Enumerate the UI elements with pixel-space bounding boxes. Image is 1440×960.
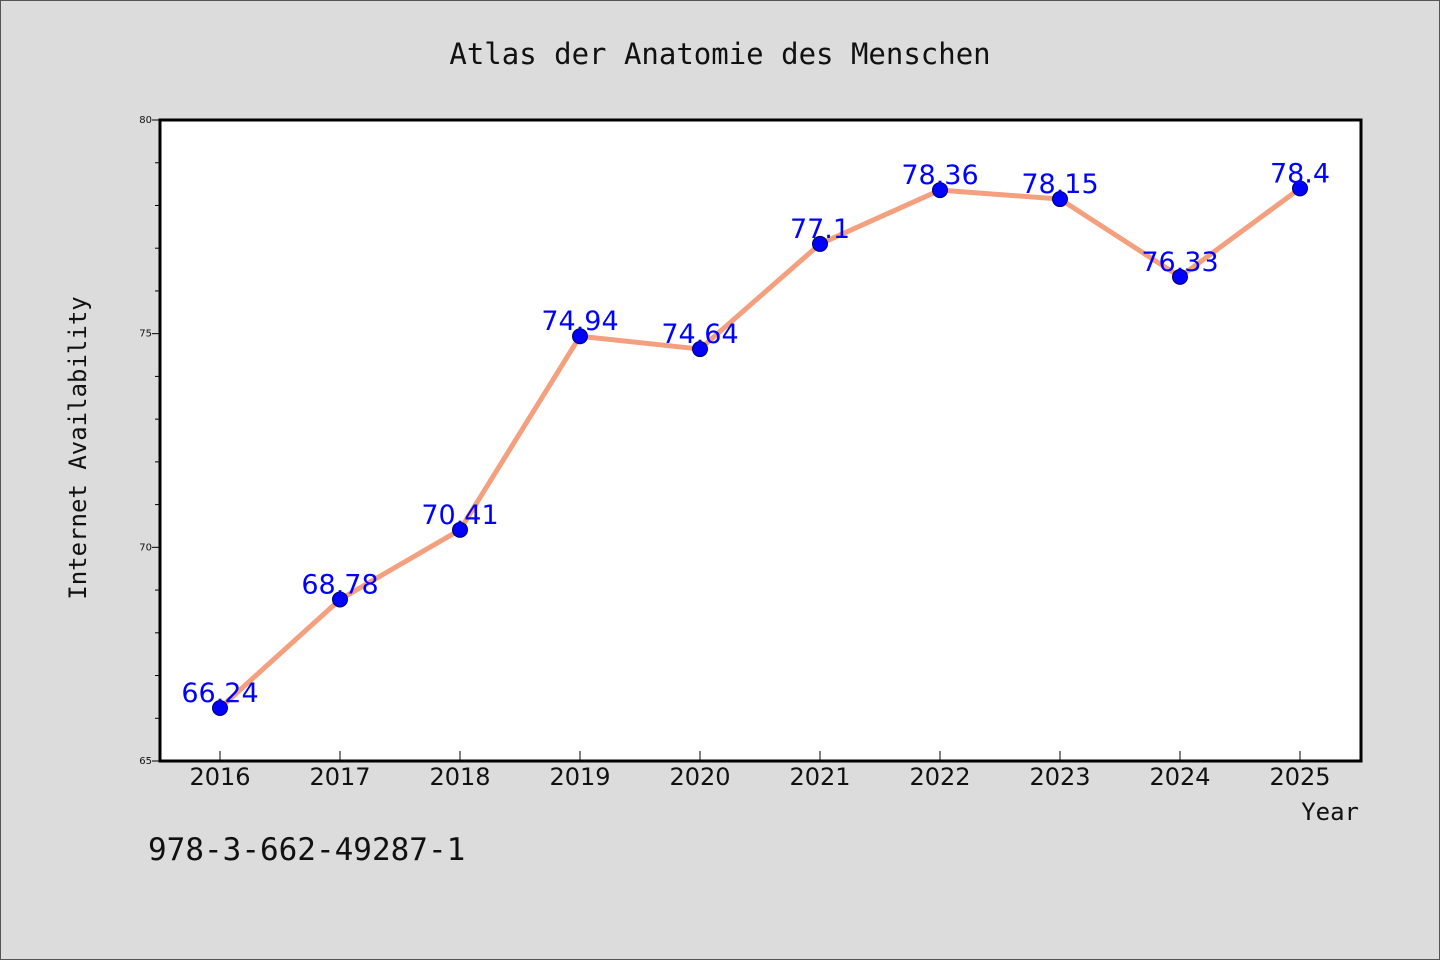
x-tick-label: 2022 — [909, 763, 970, 791]
x-tick-label: 2023 — [1029, 763, 1090, 791]
x-axis-label: Year — [1301, 798, 1359, 826]
y-tick-label: 65 — [139, 756, 152, 767]
y-axis: 65 70 75 80 — [139, 115, 160, 767]
plot-area — [158, 118, 1363, 763]
data-point — [572, 328, 588, 345]
chart-title: Atlas der Anatomie des Menschen — [449, 37, 990, 71]
x-tick-label: 2016 — [189, 763, 250, 791]
data-point — [1172, 268, 1188, 285]
y-axis-label: Internet Availability — [64, 296, 92, 599]
x-tick-label: 2025 — [1269, 763, 1330, 791]
data-point — [452, 521, 468, 538]
data-label: 74.64 — [661, 319, 738, 350]
footer-code: 978-3-662-49287-1 — [148, 832, 466, 868]
data-label: 78.36 — [901, 160, 978, 191]
data-point — [1052, 191, 1068, 208]
data-label: 66.24 — [181, 678, 258, 709]
data-label: 78.4 — [1270, 158, 1330, 189]
data-label: 77.1 — [790, 214, 850, 245]
data-label: 74.94 — [541, 306, 618, 337]
x-tick-label: 2017 — [309, 763, 370, 791]
x-tick-label: 2020 — [669, 763, 730, 791]
data-point — [932, 182, 948, 199]
data-point — [332, 591, 348, 608]
data-point — [812, 235, 828, 252]
data-label: 76.33 — [1141, 247, 1218, 278]
series-line — [217, 185, 1303, 711]
x-axis: 2016 2017 2018 2019 2020 2021 2022 2023 2024 2025 — [189, 751, 1331, 791]
data-label: 70.41 — [421, 500, 498, 531]
data-point — [1292, 180, 1308, 197]
y-tick-label: 80 — [139, 115, 152, 126]
data-label: 68.78 — [301, 569, 378, 600]
series-group: 66.24 68.78 70.41 74.94 74.64 77.1 78.36 78.15 7… — [181, 158, 1330, 717]
x-tick-label: 2019 — [549, 763, 610, 791]
y-tick-label: 75 — [139, 329, 152, 340]
y-tick-label: 70 — [139, 542, 152, 553]
x-tick-label: 2024 — [1149, 763, 1210, 791]
x-tick-label: 2021 — [789, 763, 850, 791]
data-point — [692, 341, 708, 358]
x-tick-label: 2018 — [429, 763, 490, 791]
data-label: 78.15 — [1021, 169, 1098, 200]
data-point — [212, 700, 228, 717]
